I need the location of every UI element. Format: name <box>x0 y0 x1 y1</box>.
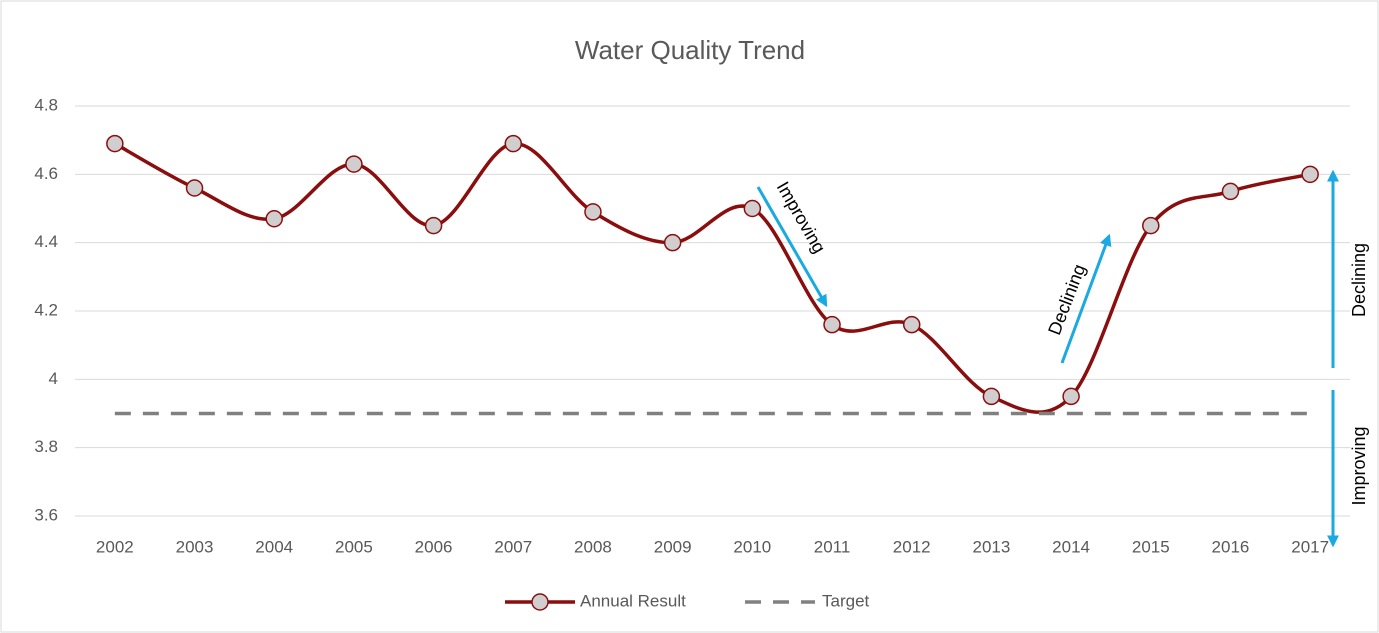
marker <box>1142 216 1160 235</box>
marker <box>345 155 363 173</box>
x-tick-label: 2012 <box>893 537 931 556</box>
x-tick-label: 2010 <box>733 537 771 556</box>
x-tick-label: 2016 <box>1212 537 1250 556</box>
marker <box>743 199 762 218</box>
y-tick-label: 4.8 <box>34 95 58 114</box>
y-tick-label: 4.4 <box>34 232 58 251</box>
x-tick-label: 2004 <box>255 537 293 556</box>
x-tick-label: 2017 <box>1291 537 1329 556</box>
marker <box>185 179 204 197</box>
marker <box>902 315 921 334</box>
marker <box>663 233 682 252</box>
marker <box>1301 165 1319 184</box>
x-tick-label: 2006 <box>415 537 453 556</box>
marker <box>823 315 841 334</box>
marker <box>106 134 124 153</box>
x-tick-label: 2005 <box>335 537 373 556</box>
y-tick-label: 4 <box>49 369 58 388</box>
chart-title: Water Quality Trend <box>575 35 805 65</box>
y-tick-label: 4.6 <box>34 164 58 183</box>
legend-swatch <box>531 593 549 611</box>
x-tick-label: 2003 <box>176 537 214 556</box>
marker <box>584 203 602 221</box>
y-tick-label: 4.2 <box>34 300 58 319</box>
series-line <box>113 141 1311 414</box>
legend-label: Annual Result <box>580 591 686 610</box>
marker <box>424 216 443 235</box>
marker <box>982 387 1001 406</box>
annotation: Improving <box>1349 426 1369 505</box>
x-tick-label: 2002 <box>96 537 134 556</box>
annotation-direction: Declining Improving <box>1327 169 1369 548</box>
x-tick-label: 2007 <box>494 537 532 556</box>
x-tick-label: 2009 <box>654 537 692 556</box>
x-tick-label: 2015 <box>1132 537 1170 556</box>
annotation: Declining <box>1349 243 1369 317</box>
y-tick-label: 3.6 <box>34 505 58 524</box>
legend-label: Target <box>822 591 870 610</box>
marker <box>1221 182 1240 201</box>
y-tick-label: 3.8 <box>34 437 58 456</box>
x-tick-label: 2008 <box>574 537 612 556</box>
marker <box>1062 387 1080 406</box>
x-tick-label: 2014 <box>1052 537 1090 556</box>
x-tick-label: 2011 <box>814 537 851 556</box>
marker <box>504 134 523 153</box>
marker <box>265 210 283 228</box>
x-tick-label: 2013 <box>972 537 1010 556</box>
